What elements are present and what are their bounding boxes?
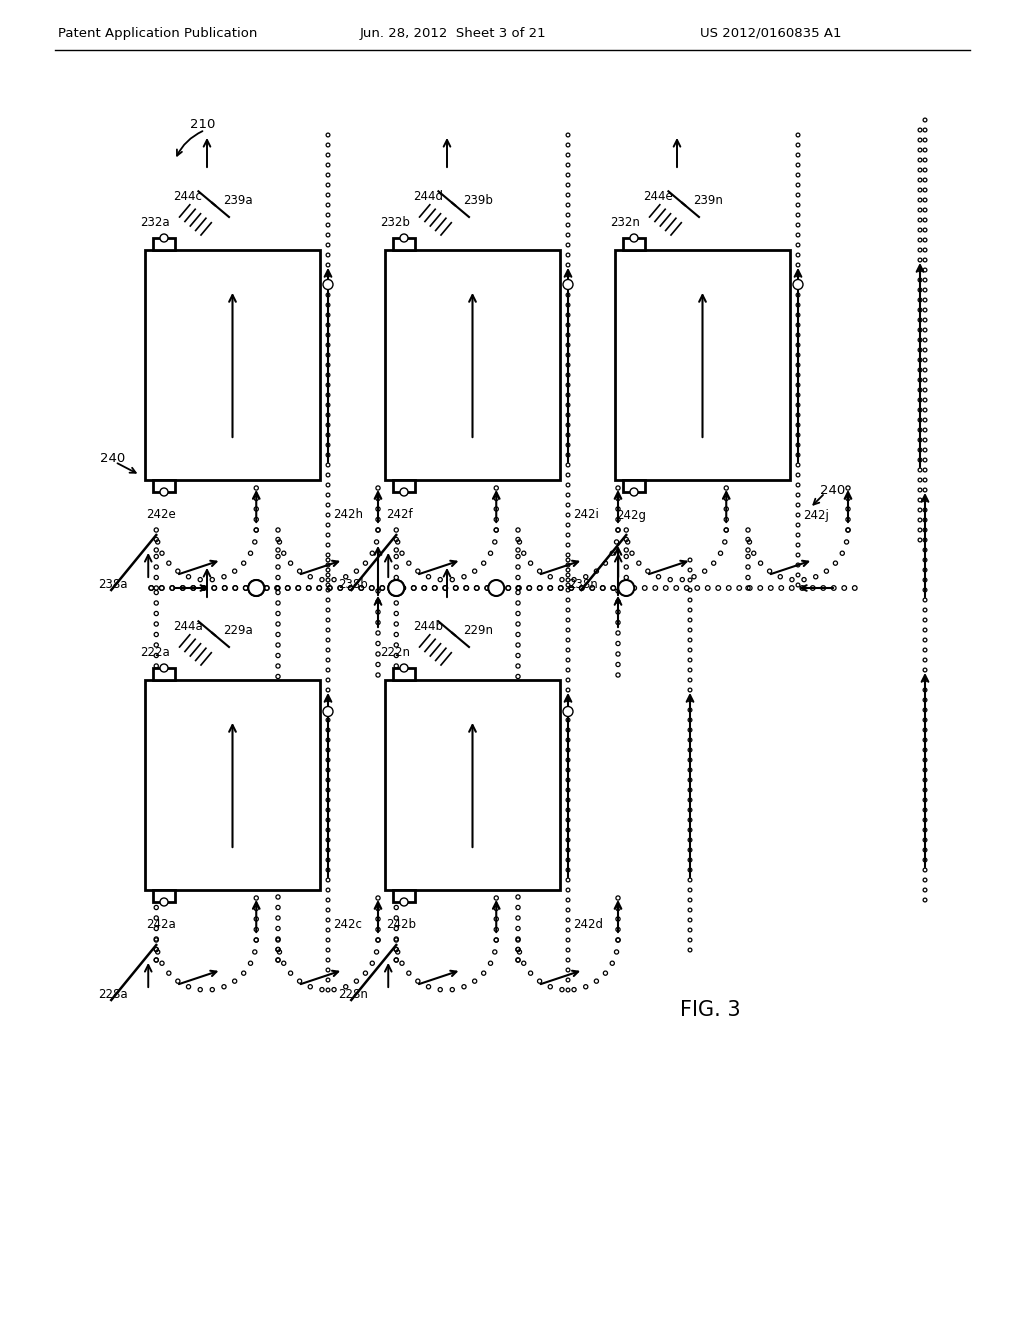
Text: 242c: 242c — [333, 919, 361, 932]
Text: US 2012/0160835 A1: US 2012/0160835 A1 — [700, 26, 842, 40]
Bar — [393, 890, 415, 902]
Circle shape — [793, 280, 803, 289]
Text: 229n: 229n — [463, 623, 493, 636]
Text: 222n: 222n — [380, 645, 410, 659]
Text: 238a: 238a — [98, 578, 128, 591]
Text: 240: 240 — [100, 451, 125, 465]
Bar — [393, 238, 415, 249]
Circle shape — [618, 579, 634, 597]
Circle shape — [563, 280, 573, 289]
Bar — [385, 249, 560, 480]
Circle shape — [400, 664, 408, 672]
Circle shape — [400, 234, 408, 242]
Bar — [615, 249, 790, 480]
Text: 228n: 228n — [338, 989, 368, 1002]
Bar — [145, 249, 319, 480]
Text: 244e: 244e — [643, 190, 673, 203]
Circle shape — [630, 234, 638, 242]
Bar — [393, 480, 415, 492]
Circle shape — [488, 579, 504, 597]
Text: 244c: 244c — [173, 190, 202, 203]
Text: 232a: 232a — [140, 215, 170, 228]
Circle shape — [630, 488, 638, 496]
Text: 242d: 242d — [573, 919, 603, 932]
Circle shape — [248, 579, 264, 597]
Circle shape — [400, 898, 408, 906]
Circle shape — [160, 664, 168, 672]
Circle shape — [160, 234, 168, 242]
Text: 244d: 244d — [413, 190, 443, 203]
Circle shape — [388, 579, 404, 597]
Text: 210: 210 — [190, 119, 215, 132]
Text: 232n: 232n — [610, 215, 640, 228]
Text: 229a: 229a — [223, 623, 253, 636]
Circle shape — [323, 280, 333, 289]
Text: 242h: 242h — [333, 508, 362, 521]
Text: 244b: 244b — [413, 620, 443, 634]
Text: 242i: 242i — [573, 508, 599, 521]
Text: 222a: 222a — [140, 645, 170, 659]
Text: FIG. 3: FIG. 3 — [680, 1001, 740, 1020]
Circle shape — [248, 579, 264, 597]
Text: 238b: 238b — [338, 578, 368, 591]
Bar — [153, 480, 175, 492]
Bar — [393, 668, 415, 680]
Text: Jun. 28, 2012  Sheet 3 of 21: Jun. 28, 2012 Sheet 3 of 21 — [360, 26, 547, 40]
Circle shape — [563, 706, 573, 717]
Text: 242e: 242e — [146, 508, 176, 521]
Text: 240: 240 — [820, 483, 845, 496]
Text: 238n: 238n — [568, 578, 598, 591]
Bar — [153, 238, 175, 249]
Circle shape — [160, 898, 168, 906]
Text: 244a: 244a — [173, 620, 203, 634]
Circle shape — [323, 706, 333, 717]
Text: 239b: 239b — [463, 194, 493, 206]
Text: 232b: 232b — [380, 215, 410, 228]
Circle shape — [400, 488, 408, 496]
Bar — [145, 680, 319, 890]
Bar — [623, 480, 645, 492]
Text: 239a: 239a — [223, 194, 253, 206]
Bar — [153, 890, 175, 902]
Text: 239n: 239n — [693, 194, 723, 206]
Text: 242g: 242g — [616, 508, 646, 521]
Text: 242j: 242j — [803, 508, 828, 521]
Text: 242b: 242b — [386, 919, 416, 932]
Circle shape — [160, 488, 168, 496]
Bar — [623, 238, 645, 249]
Text: 242f: 242f — [386, 508, 413, 521]
Bar — [153, 668, 175, 680]
Text: 242a: 242a — [146, 919, 176, 932]
Circle shape — [388, 579, 404, 597]
Text: 228a: 228a — [98, 989, 128, 1002]
Bar — [385, 680, 560, 890]
Text: Patent Application Publication: Patent Application Publication — [58, 26, 257, 40]
